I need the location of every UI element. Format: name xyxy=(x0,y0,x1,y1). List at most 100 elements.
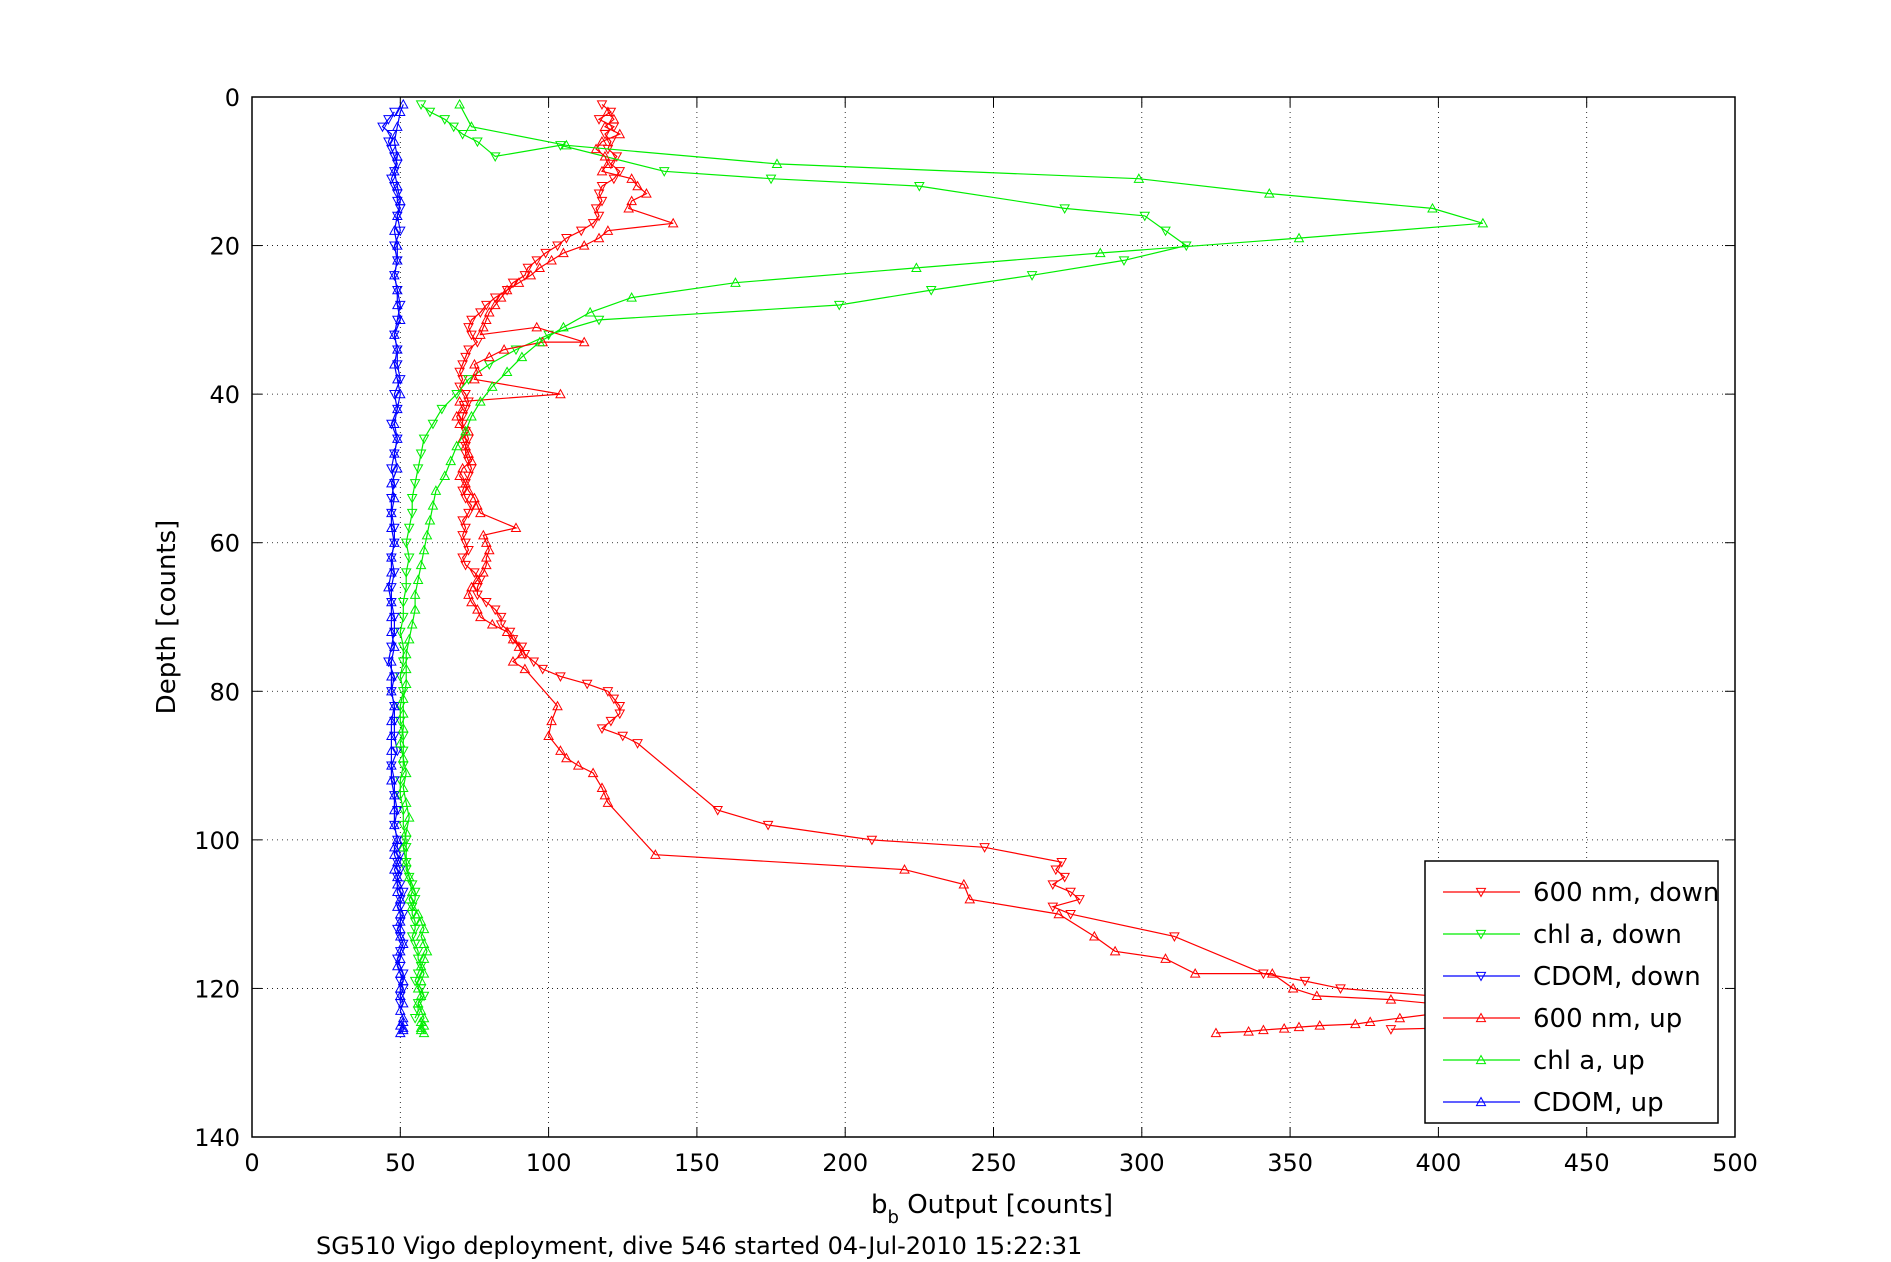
data-point xyxy=(480,559,492,570)
data-point xyxy=(386,745,397,755)
data-point xyxy=(397,820,409,831)
data-point xyxy=(472,137,483,148)
data-point xyxy=(436,404,448,415)
data-point xyxy=(383,657,394,668)
data-point xyxy=(439,115,451,125)
data-point xyxy=(457,531,468,541)
data-point xyxy=(519,271,531,281)
data-point xyxy=(389,789,400,800)
data-point xyxy=(400,797,412,807)
data-point xyxy=(400,568,412,578)
data-point xyxy=(477,529,489,540)
figure-caption: SG510 Vigo deployment, dive 546 started … xyxy=(316,1232,1082,1260)
data-point xyxy=(552,241,563,252)
data-point xyxy=(463,546,474,556)
data-point xyxy=(460,425,471,436)
data-point xyxy=(489,293,501,304)
data-point xyxy=(400,856,412,867)
data-point xyxy=(495,620,507,630)
data-point xyxy=(389,537,400,547)
data-point xyxy=(389,390,400,400)
data-point xyxy=(389,329,400,339)
data-point xyxy=(833,300,845,311)
data-point xyxy=(1074,895,1085,905)
legend-entries: 600 nm, down chl a, down CDOM, down 600 nm,… xyxy=(1443,878,1719,1118)
data-point xyxy=(389,731,400,742)
data-point xyxy=(534,336,546,347)
data-point xyxy=(406,494,418,504)
data-point xyxy=(466,455,477,466)
legend-label: chl a, up xyxy=(1533,1046,1645,1076)
data-point xyxy=(730,277,741,287)
legend-label: chl a, down xyxy=(1533,920,1682,950)
data-point xyxy=(403,633,415,644)
data-point xyxy=(480,300,492,311)
data-point xyxy=(454,418,465,428)
data-point xyxy=(389,241,400,252)
data-point xyxy=(483,351,495,362)
data-point xyxy=(451,410,463,421)
data-point xyxy=(386,566,397,577)
x-tick-label: 200 xyxy=(822,1149,868,1177)
data-point xyxy=(463,508,474,519)
data-point xyxy=(391,901,403,911)
y-tick-label: 100 xyxy=(194,827,240,855)
data-point xyxy=(463,323,474,333)
data-point xyxy=(454,367,465,378)
data-point xyxy=(386,552,397,562)
data-point xyxy=(765,174,777,185)
data-point xyxy=(415,975,427,986)
data-point xyxy=(626,195,637,206)
y-tick-label: 80 xyxy=(209,678,240,706)
data-point xyxy=(611,152,623,162)
data-point xyxy=(540,248,551,259)
data-point xyxy=(1278,1023,1290,1033)
data-point xyxy=(418,923,430,934)
legend-label: 600 nm, down xyxy=(1533,878,1719,908)
data-point xyxy=(964,893,976,904)
data-point xyxy=(421,945,433,956)
data-point xyxy=(403,523,415,534)
data-point xyxy=(415,559,427,570)
data-point xyxy=(415,100,427,110)
data-point xyxy=(510,345,522,356)
data-point xyxy=(391,373,403,384)
data-point xyxy=(614,167,626,177)
data-point xyxy=(477,566,489,577)
data-point xyxy=(472,574,483,584)
data-point xyxy=(418,434,430,445)
data-point xyxy=(958,878,970,889)
data-point xyxy=(454,396,465,406)
data-point xyxy=(386,642,397,653)
data-point xyxy=(575,226,587,237)
data-point xyxy=(397,841,409,852)
data-point xyxy=(1263,188,1275,198)
data-point xyxy=(389,479,400,489)
data-point xyxy=(475,507,486,518)
legend-swatch-marker xyxy=(1475,1054,1487,1065)
y-tick-label: 120 xyxy=(194,975,240,1003)
data-point xyxy=(386,685,397,696)
data-point xyxy=(412,908,424,919)
data-point xyxy=(389,804,400,815)
data-point xyxy=(397,642,409,653)
data-point xyxy=(460,404,471,415)
data-point xyxy=(463,397,474,408)
data-point xyxy=(602,106,614,116)
data-point xyxy=(593,211,605,222)
data-point xyxy=(632,180,643,191)
x-tick-label: 100 xyxy=(526,1149,572,1177)
data-point xyxy=(466,315,477,326)
data-point xyxy=(1059,204,1071,214)
data-point xyxy=(469,568,480,578)
data-point xyxy=(389,716,400,727)
data-point xyxy=(899,864,910,874)
data-point xyxy=(391,462,403,473)
legend: 600 nm, down chl a, down CDOM, down 600 nm,… xyxy=(1424,860,1719,1124)
data-point xyxy=(389,358,400,369)
data-point xyxy=(397,612,409,623)
data-point xyxy=(386,130,397,140)
data-point xyxy=(1050,865,1062,876)
data-point xyxy=(614,702,626,712)
data-point xyxy=(457,553,468,564)
